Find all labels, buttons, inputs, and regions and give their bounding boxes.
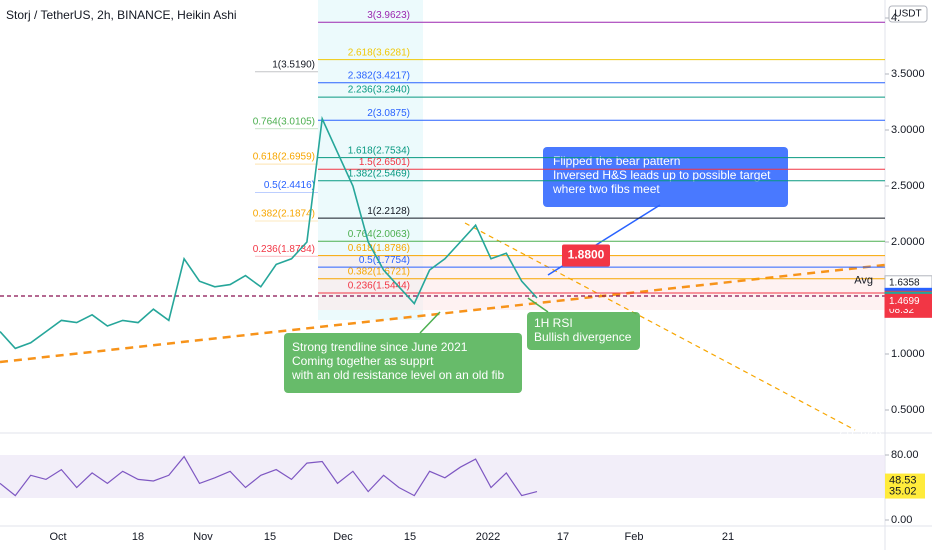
price-tag-label: 1.4699	[889, 296, 920, 307]
fib-label: 0.764(3.0105)	[253, 116, 315, 127]
callout-text: Inversed H&S leads up to possible target	[553, 168, 771, 182]
x-tick-label: 2022	[476, 531, 500, 543]
fib-label: 0.382(2.1874)	[253, 209, 315, 220]
fib-label: 0.5(1.7754)	[359, 255, 410, 266]
fib-label: 0.764(2.0063)	[348, 229, 410, 240]
callout-text: where two fibs meet	[552, 182, 660, 196]
tag-name: Avg	[854, 275, 873, 287]
callout-box	[284, 333, 522, 393]
fib-label: 1.382(2.5469)	[348, 168, 410, 179]
x-tick-label: 18	[132, 531, 144, 543]
x-tick-label: 15	[404, 531, 416, 543]
rsi-tag-label: 48.53	[889, 474, 917, 486]
callout-text: 1H RSI	[534, 316, 573, 330]
y-tick-label: 2.0000	[891, 236, 925, 248]
x-tick-label: 21	[722, 531, 734, 543]
fib-label: 1(2.2128)	[367, 206, 410, 217]
callout-box	[527, 312, 640, 350]
x-tick-label: 15	[264, 531, 276, 543]
fib-label: 2.382(3.4217)	[348, 70, 410, 81]
y-tick-label: 2.5000	[891, 180, 925, 192]
y-tick-label: 3.5000	[891, 68, 925, 80]
arrow	[419, 311, 441, 334]
arrow	[527, 297, 549, 313]
fib-label: 1.5(2.6501)	[359, 157, 410, 168]
x-tick-label: Oct	[49, 531, 66, 543]
fib-label: 0.618(1.8786)	[348, 243, 410, 254]
rsi-line	[0, 455, 538, 497]
y-tick-label: 3.0000	[891, 124, 925, 136]
trendline	[464, 222, 856, 431]
callout-text: Coming together as supprt	[292, 354, 434, 368]
currency: USDT	[894, 9, 921, 20]
callout: 1H RSI Bullish divergence	[527, 297, 640, 350]
fib-label: 2.618(3.6281)	[348, 47, 410, 58]
callout: Flipped the bear pattern Inversed H&S le…	[543, 147, 788, 276]
fib-label: 3(3.9623)	[367, 10, 410, 21]
price-tag-label: 1.6358	[889, 277, 920, 288]
rsi-tick-label: 0.00	[891, 514, 912, 526]
fib-label: 2.236(3.2940)	[348, 85, 410, 96]
fib-label: 0.236(1.5444)	[348, 281, 410, 292]
rsi-tag-label: 35.02	[889, 485, 917, 497]
target-tag	[562, 244, 610, 267]
fib-label: 0.236(1.8734)	[253, 244, 315, 255]
x-tick-label: Nov	[193, 531, 213, 543]
callout-text: Flipped the bear pattern	[553, 154, 680, 168]
callout-text: Strong trendline since June 2021	[292, 340, 468, 354]
rsi-tick-label: 80.00	[891, 449, 919, 461]
y-tick-label: 1.0000	[891, 348, 925, 360]
fib-label: 2(3.0875)	[367, 108, 410, 119]
volume-label: 217.152K	[839, 427, 882, 438]
fib-label: 0.5(2.4416)	[264, 180, 315, 191]
countdown: 08:32	[889, 305, 914, 316]
fib-label: 1.618(2.7534)	[348, 145, 410, 156]
y-tick-label: 0.5000	[891, 404, 925, 416]
callout-box	[543, 147, 788, 207]
currency-box	[888, 5, 928, 23]
target-label: 1.8800	[568, 248, 605, 262]
fib-label: 0.382(1.6721)	[348, 266, 410, 277]
price-tag	[884, 293, 932, 309]
chart-title: Storj / TetherUS, 2h, BINANCE, Heikin As…	[6, 8, 237, 22]
fib-label: 0.618(2.6959)	[253, 152, 315, 163]
callout-text: with an old resistance level on an old f…	[291, 368, 504, 382]
callout-text: Bullish divergence	[534, 330, 632, 344]
fib-label: 1(3.5190)	[272, 60, 315, 71]
rsi-tag	[885, 473, 925, 488]
x-tick-label: 17	[557, 531, 569, 543]
rsi-tag	[885, 484, 925, 499]
y-tick-label: 4.	[891, 12, 900, 24]
x-tick-label: Dec	[333, 531, 353, 543]
x-tick-label: Feb	[625, 531, 644, 543]
price-line	[0, 115, 538, 350]
callout: Strong trendline since June 2021 Coming …	[284, 311, 522, 393]
